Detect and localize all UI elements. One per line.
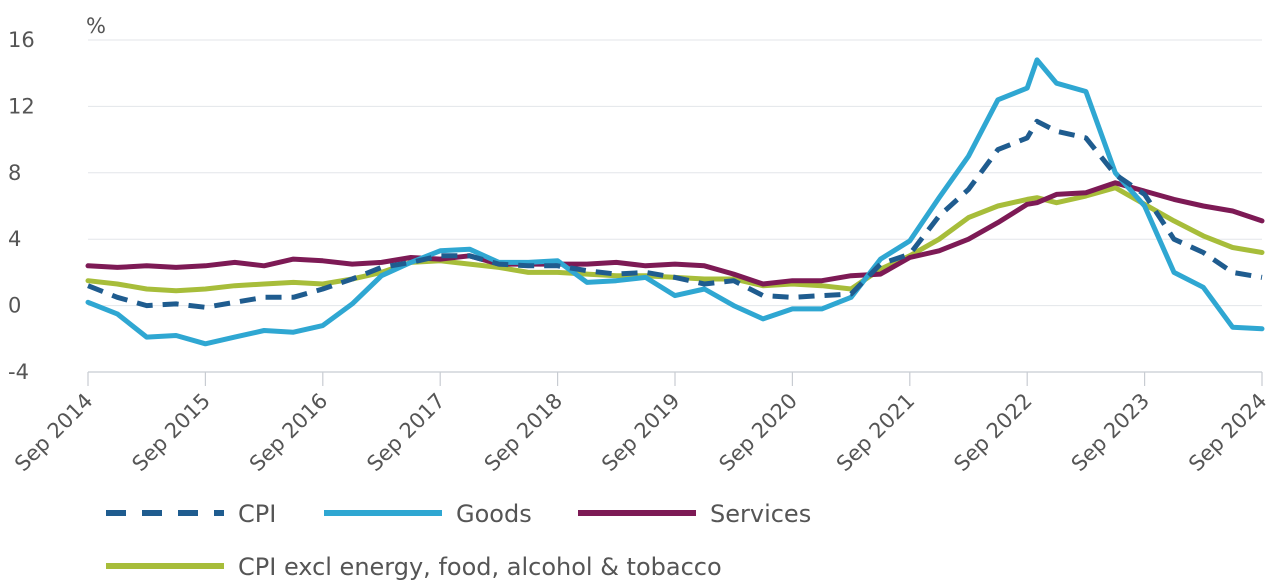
x-tick-label: Sep 2024 bbox=[1184, 389, 1268, 476]
y-tick-label: -4 bbox=[8, 360, 29, 384]
x-tick-labels: Sep 2014 Sep 2015 Sep 2016 Sep 2017 Sep 2018… bbox=[10, 372, 1268, 476]
x-tick-label: Sep 2020 bbox=[714, 389, 801, 476]
y-tick-label: 0 bbox=[8, 294, 21, 318]
grid-lines bbox=[88, 39, 1262, 373]
series-line-cpi bbox=[85, 185, 1265, 294]
y-tick-label: 4 bbox=[8, 227, 21, 251]
x-tick-label: Sep 2015 bbox=[127, 389, 214, 476]
series-line-cpi bbox=[87, 118, 1263, 310]
series-line-goods bbox=[85, 57, 1265, 347]
x-tick-label: Sep 2019 bbox=[597, 389, 684, 476]
series-lines bbox=[85, 57, 1265, 347]
legend-label: Services bbox=[710, 500, 811, 528]
legend-label: Goods bbox=[456, 500, 532, 528]
x-tick-label: Sep 2016 bbox=[245, 389, 332, 476]
x-tick-label: Sep 2021 bbox=[832, 389, 919, 476]
legend-label: CPI excl energy, food, alcohol & tobacco bbox=[238, 553, 722, 580]
legend: CPI Goods Services CPI excl energy, food, a… bbox=[106, 500, 811, 580]
y-tick-labels: -4 0 4 8 12 16 bbox=[8, 28, 35, 384]
y-tick-label: 8 bbox=[8, 161, 21, 185]
y-tick-label: 16 bbox=[8, 28, 35, 52]
x-tick-label: Sep 2017 bbox=[362, 389, 449, 476]
legend-label: CPI bbox=[238, 500, 276, 528]
x-tick-label: Sep 2022 bbox=[949, 389, 1036, 476]
y-unit-label: % bbox=[86, 14, 106, 38]
x-tick-label: Sep 2023 bbox=[1067, 389, 1154, 476]
x-tick-label: Sep 2014 bbox=[10, 389, 97, 476]
y-tick-label: 12 bbox=[8, 94, 35, 118]
x-tick-label: Sep 2018 bbox=[480, 389, 567, 476]
series-line-services bbox=[85, 180, 1265, 287]
